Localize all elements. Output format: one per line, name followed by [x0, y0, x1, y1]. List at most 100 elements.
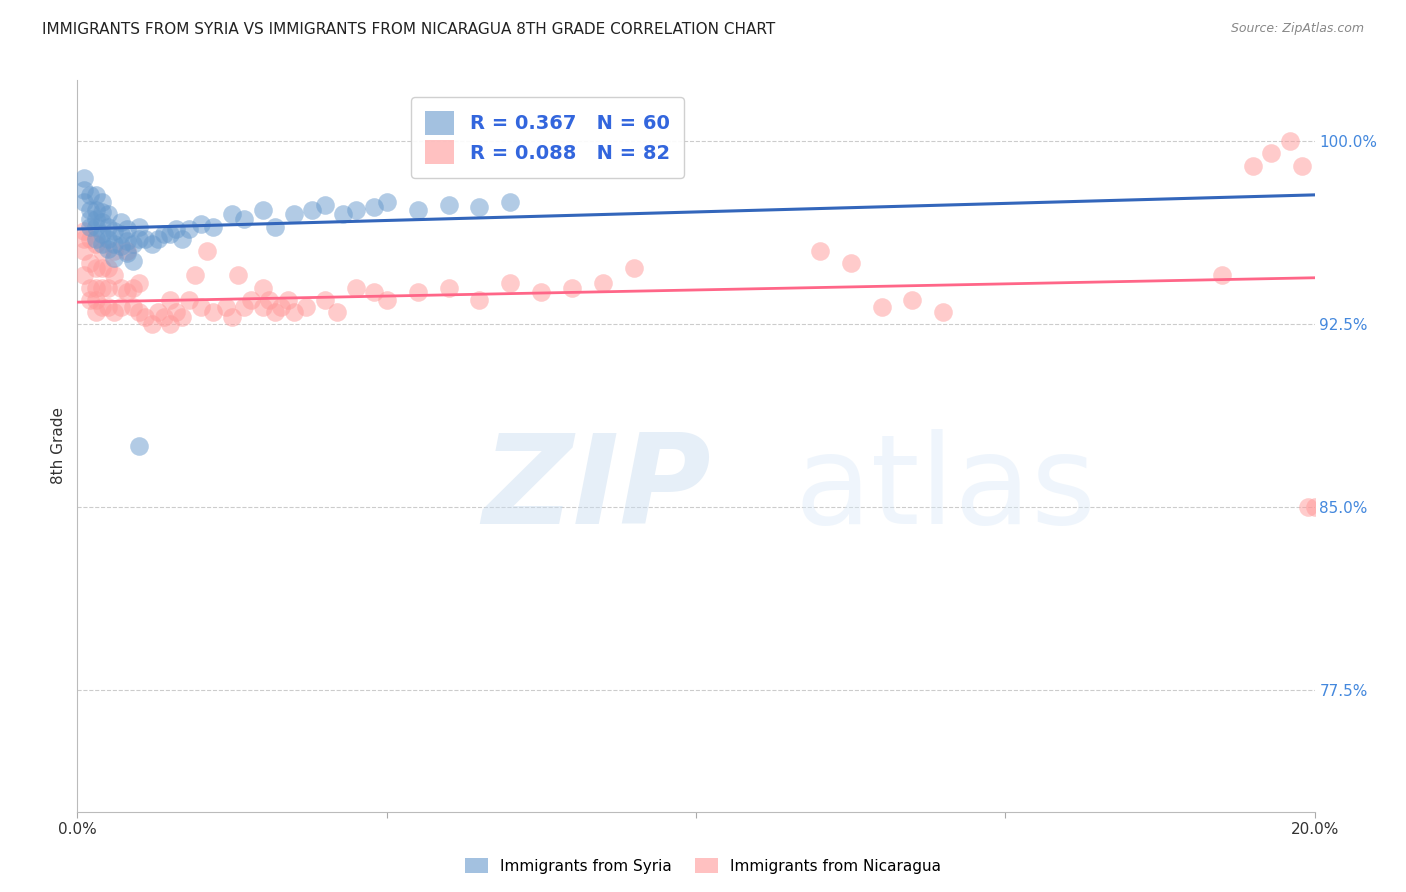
Point: [233, 300, 256, 314]
Point: [97, 300, 120, 314]
Point: [332, 207, 354, 221]
Point: [363, 285, 385, 300]
Point: [91, 227, 114, 241]
Point: [110, 280, 132, 294]
Point: [122, 253, 145, 268]
Point: [91, 215, 114, 229]
Point: [134, 232, 156, 246]
Point: [141, 317, 163, 331]
Point: [79, 219, 101, 234]
Point: [91, 205, 114, 219]
Legend: R = 0.367   N = 60, R = 0.088   N = 82: R = 0.367 N = 60, R = 0.088 N = 82: [412, 97, 683, 178]
Point: [561, 280, 583, 294]
Point: [72, 224, 94, 238]
Point: [115, 234, 138, 248]
Point: [91, 236, 114, 251]
Point: [252, 280, 274, 294]
Point: [437, 280, 460, 294]
Point: [115, 244, 138, 258]
Point: [159, 293, 181, 307]
Point: [239, 293, 262, 307]
Point: [190, 300, 212, 314]
Point: [1241, 159, 1264, 173]
Point: [128, 276, 150, 290]
Point: [344, 280, 367, 294]
Point: [84, 280, 107, 294]
Point: [1303, 500, 1326, 514]
Point: [283, 305, 305, 319]
Point: [839, 256, 862, 270]
Y-axis label: 8th Grade: 8th Grade: [51, 408, 66, 484]
Point: [115, 246, 138, 260]
Point: [115, 285, 138, 300]
Point: [190, 217, 212, 231]
Point: [1278, 134, 1301, 148]
Point: [72, 170, 94, 185]
Point: [72, 268, 94, 283]
Text: IMMIGRANTS FROM SYRIA VS IMMIGRANTS FROM NICARAGUA 8TH GRADE CORRELATION CHART: IMMIGRANTS FROM SYRIA VS IMMIGRANTS FROM…: [42, 22, 776, 37]
Point: [79, 256, 101, 270]
Point: [172, 310, 194, 324]
Point: [103, 268, 125, 283]
Point: [344, 202, 367, 217]
Point: [468, 293, 491, 307]
Point: [499, 276, 522, 290]
Point: [110, 215, 132, 229]
Point: [1298, 500, 1320, 514]
Point: [159, 317, 181, 331]
Point: [221, 207, 243, 221]
Point: [72, 195, 94, 210]
Point: [79, 280, 101, 294]
Point: [277, 293, 299, 307]
Point: [134, 310, 156, 324]
Point: [128, 439, 150, 453]
Point: [165, 222, 187, 236]
Point: [128, 305, 150, 319]
Point: [79, 202, 101, 217]
Point: [91, 280, 114, 294]
Point: [84, 232, 107, 246]
Point: [84, 305, 107, 319]
Point: [901, 293, 924, 307]
Point: [84, 260, 107, 275]
Point: [406, 202, 429, 217]
Point: [177, 293, 200, 307]
Point: [375, 293, 398, 307]
Point: [184, 268, 207, 283]
Point: [172, 232, 194, 246]
Point: [79, 187, 101, 202]
Point: [468, 200, 491, 214]
Point: [264, 305, 287, 319]
Point: [932, 305, 955, 319]
Point: [146, 305, 169, 319]
Point: [870, 300, 893, 314]
Point: [141, 236, 163, 251]
Point: [97, 232, 120, 246]
Point: [283, 207, 305, 221]
Point: [103, 244, 125, 258]
Point: [110, 239, 132, 253]
Point: [808, 244, 831, 258]
Point: [146, 232, 169, 246]
Point: [122, 236, 145, 251]
Point: [314, 197, 336, 211]
Point: [195, 244, 218, 258]
Point: [375, 195, 398, 210]
Point: [103, 305, 125, 319]
Point: [221, 310, 243, 324]
Point: [84, 293, 107, 307]
Point: [314, 293, 336, 307]
Point: [84, 219, 107, 234]
Point: [97, 260, 120, 275]
Point: [437, 197, 460, 211]
Point: [177, 222, 200, 236]
Point: [84, 236, 107, 251]
Text: Source: ZipAtlas.com: Source: ZipAtlas.com: [1230, 22, 1364, 36]
Point: [1260, 146, 1282, 161]
Point: [295, 300, 318, 314]
Point: [97, 207, 120, 221]
Point: [91, 244, 114, 258]
Point: [270, 300, 292, 314]
Point: [363, 200, 385, 214]
Point: [97, 242, 120, 256]
